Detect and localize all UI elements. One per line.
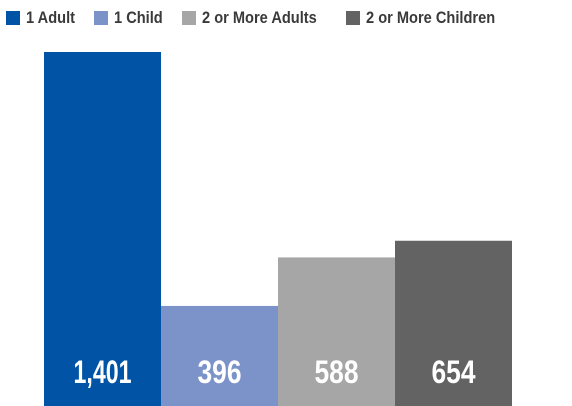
data-label-1-adult: 1,401 — [74, 354, 132, 390]
legend-swatch-1-adult — [6, 11, 20, 25]
bar-2-or-more-adults — [278, 257, 395, 406]
chart-legend: 1 Adult 1 Child 2 or More Adults 2 or Mo… — [6, 8, 527, 28]
legend-label-2-or-more-adults: 2 or More Adults — [201, 8, 317, 27]
legend-label-1-child: 1 Child — [113, 8, 163, 27]
legend-swatch-2-or-more-children — [346, 11, 361, 25]
bar-1-adult — [44, 52, 161, 406]
bar-1-child — [161, 305, 278, 406]
legend-swatch-2-or-more-adults — [181, 11, 196, 25]
legend-item-1-adult: 1 Adult — [6, 8, 75, 28]
bar-2-or-more-children — [395, 240, 512, 406]
legend-label-2-or-more-children: 2 or More Children — [366, 8, 496, 27]
data-label-2-or-more-adults: 588 — [315, 354, 359, 390]
legend-item-2-or-more-adults: 2 or More Adults — [181, 8, 328, 28]
data-label-1-child: 396 — [198, 354, 242, 390]
data-label-2-or-more-children: 654 — [432, 354, 476, 390]
legend-item-2-or-more-children: 2 or More Children — [346, 8, 508, 28]
legend-label-1-adult: 1 Adult — [26, 8, 76, 27]
legend-swatch-1-child — [93, 11, 108, 25]
legend-item-1-child: 1 Child — [93, 8, 163, 28]
